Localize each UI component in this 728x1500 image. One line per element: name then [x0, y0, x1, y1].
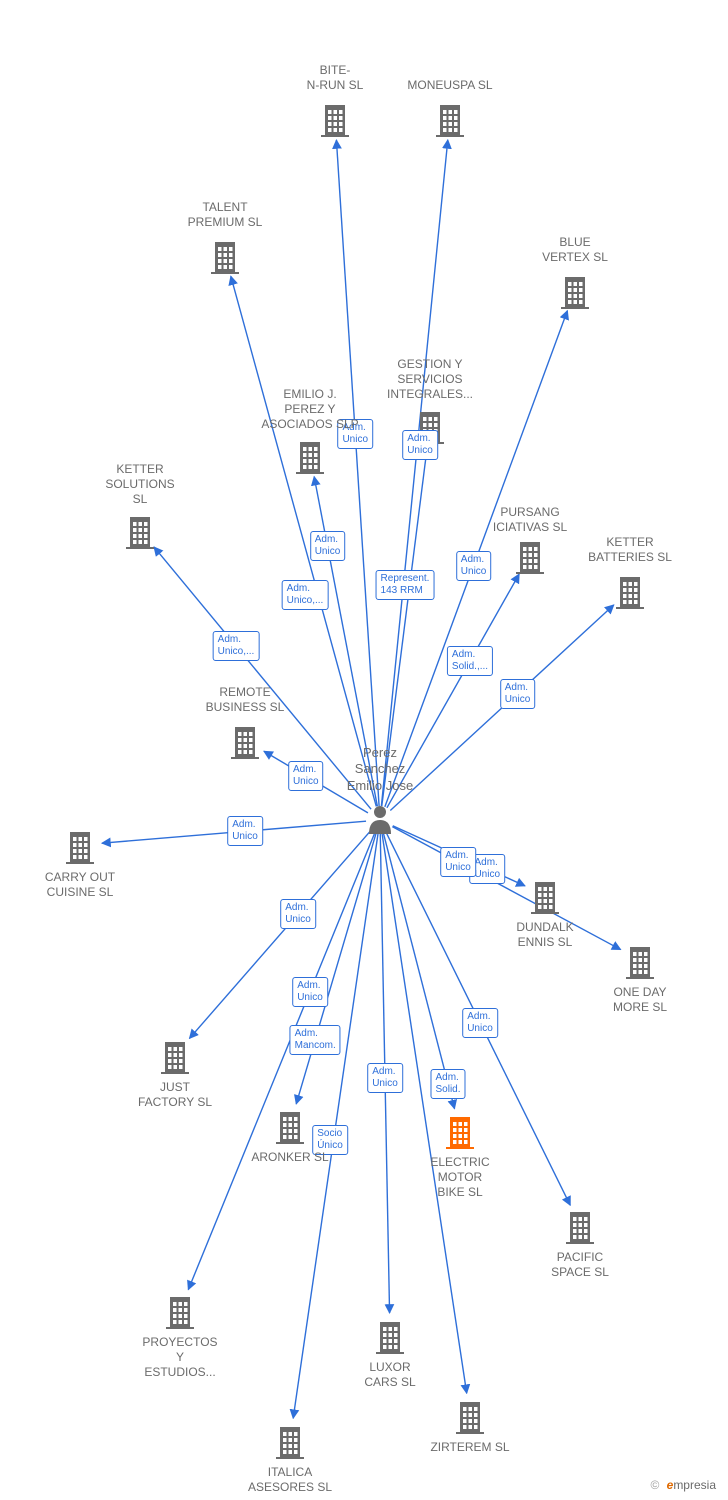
- edge: [189, 831, 370, 1039]
- company-node[interactable]: [566, 1212, 594, 1244]
- company-node[interactable]: [161, 1042, 189, 1074]
- edge: [381, 140, 447, 806]
- edge-label: Adm. Unico: [280, 899, 316, 929]
- edge-label: Adm. Unico: [402, 430, 438, 460]
- edge-label: Represent. 143 RRM: [376, 570, 435, 600]
- edge-label: Adm. Unico: [227, 816, 263, 846]
- edge-label: Adm. Unico: [337, 419, 373, 449]
- company-node[interactable]: [126, 517, 154, 549]
- company-node[interactable]: [166, 1297, 194, 1329]
- edge-label: Adm. Solid.,...: [447, 646, 493, 676]
- edge-label: Adm. Unico: [292, 977, 328, 1007]
- edge: [154, 547, 371, 809]
- company-node[interactable]: [516, 542, 544, 574]
- company-node[interactable]: [296, 442, 324, 474]
- edge-label: Adm. Unico: [500, 679, 536, 709]
- edge: [382, 834, 467, 1393]
- copyright-symbol: ©: [650, 1478, 659, 1492]
- edge-label: Adm. Solid.: [430, 1069, 465, 1099]
- company-node[interactable]: [456, 1402, 484, 1434]
- company-node[interactable]: [626, 947, 654, 979]
- edge-label: Adm. Mancom.: [290, 1025, 341, 1055]
- edge-label: Adm. Unico: [288, 761, 324, 791]
- edge-label: Adm. Unico: [367, 1063, 403, 1093]
- footer-credit: © empresia: [650, 1478, 716, 1492]
- company-node[interactable]: [531, 882, 559, 914]
- edge-label: Adm. Unico: [440, 847, 476, 877]
- edge-label: Adm. Unico: [462, 1008, 498, 1038]
- company-node[interactable]: [231, 727, 259, 759]
- network-diagram: [0, 0, 728, 1500]
- brand-rest: mpresia: [673, 1478, 716, 1492]
- edge-label: Adm. Unico,...: [213, 631, 260, 661]
- edge-label: Adm. Unico: [310, 531, 346, 561]
- company-node[interactable]: [446, 1117, 474, 1149]
- company-node[interactable]: [66, 832, 94, 864]
- edge: [392, 827, 620, 950]
- company-node[interactable]: [376, 1322, 404, 1354]
- company-node[interactable]: [561, 277, 589, 309]
- company-node[interactable]: [211, 242, 239, 274]
- company-node[interactable]: [276, 1112, 304, 1144]
- person-node[interactable]: [369, 806, 391, 834]
- company-node[interactable]: [616, 577, 644, 609]
- edge-label: Adm. Unico,...: [282, 580, 329, 610]
- company-node[interactable]: [276, 1427, 304, 1459]
- edge-label: Socio Único: [312, 1125, 348, 1155]
- edge-label: Adm. Unico: [456, 551, 492, 581]
- company-node[interactable]: [436, 105, 464, 137]
- edge: [296, 833, 376, 1103]
- company-node[interactable]: [321, 105, 349, 137]
